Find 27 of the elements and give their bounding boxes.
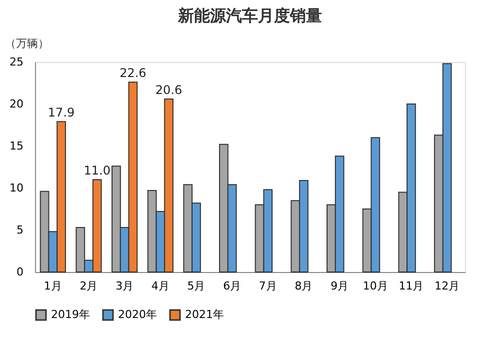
x-tick-label: 2月 [80,280,98,292]
x-tick-label: 10月 [362,280,388,292]
legend-label: 2021年 [185,308,224,321]
data-label: 22.6 [120,66,146,80]
x-tick-label: 12月 [434,280,460,292]
x-tick-label: 6月 [223,280,242,292]
x-tick-label: 4月 [151,280,170,292]
y-tick-label: 20 [10,98,24,110]
y-tick-label: 0 [16,266,24,278]
data-label: 17.9 [48,106,75,120]
y-tick-label: 25 [10,56,24,68]
y-axis-title: （万辆） [5,37,49,50]
x-tick-label: 1月 [44,280,62,292]
y-tick-label: 5 [16,224,24,236]
data-label: 20.6 [155,82,182,97]
data-label: 11.0 [84,164,110,178]
legend-label: 2020年 [118,308,157,321]
x-tick-label: 3月 [116,280,134,292]
x-tick-label: 9月 [330,280,349,292]
y-tick-label: 10 [10,182,24,194]
x-tick-label: 8月 [294,280,313,292]
x-tick-label: 7月 [258,280,277,292]
y-tick-label: 15 [10,140,24,152]
legend-label: 2019年 [51,308,90,321]
chart-title: 新能源汽车月度销量 [177,6,322,25]
x-tick-label: 5月 [187,280,206,292]
x-tick-label: 11月 [398,280,424,292]
